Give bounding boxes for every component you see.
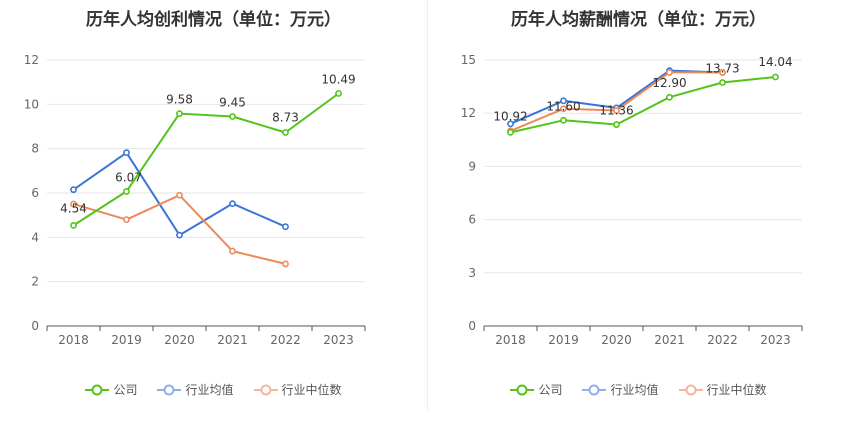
legend-item-company[interactable]: 公司	[85, 381, 137, 398]
data-label: 14.04	[758, 55, 792, 69]
data-point	[560, 105, 567, 113]
y-tick-label: 12	[461, 106, 476, 120]
legend-item-industry-mean[interactable]: 行业均值	[582, 381, 659, 398]
legend-marker-company	[85, 384, 110, 395]
y-tick-label: 0	[468, 319, 476, 333]
legend-label-company: 公司	[538, 383, 563, 397]
legend-item-industry-median[interactable]: 行业中位数	[678, 381, 767, 398]
data-point	[719, 69, 726, 76]
data-point	[507, 128, 514, 136]
x-tick-label: 2021	[217, 333, 248, 347]
data-point	[560, 97, 567, 105]
data-label: 12.90	[652, 76, 686, 90]
data-point	[176, 110, 183, 118]
data-point	[335, 90, 342, 97]
x-tick-label: 2023	[323, 333, 354, 347]
x-tick-label: 2022	[707, 333, 738, 347]
data-point	[176, 231, 183, 239]
y-tick-label: 10	[24, 97, 39, 111]
legend-marker-company	[510, 384, 535, 395]
y-tick-label: 3	[468, 266, 476, 280]
legend-marker-industry-median	[253, 384, 278, 395]
salary-chart-plot: 0 3 6 9 12 15 2018 2019 2020 2021 2022 2023 10.92 11.…	[461, 53, 803, 347]
y-tick-label: 6	[468, 213, 476, 227]
y-tick-label: 4	[31, 230, 39, 244]
x-tick-label: 2020	[164, 333, 195, 347]
data-point	[666, 93, 673, 101]
legend-marker-industry-mean	[157, 384, 182, 395]
data-point	[229, 200, 236, 208]
data-label: 13.73	[705, 62, 739, 76]
x-tick-label: 2018	[58, 333, 89, 347]
data-point	[70, 186, 77, 194]
y-tick-label: 2	[31, 275, 39, 289]
x-tick-label: 2020	[601, 333, 632, 347]
data-point	[282, 129, 289, 136]
y-tick-label: 8	[31, 142, 39, 156]
data-label: 6.07	[115, 170, 142, 184]
data-label: 9.45	[219, 96, 246, 110]
data-label: 11.60	[546, 99, 580, 113]
data-label: 4.54	[60, 201, 87, 215]
x-tick-label: 2018	[495, 333, 526, 347]
legend-marker-industry-median	[678, 384, 703, 395]
data-label: 11.36	[599, 104, 633, 118]
chart-title-salary: 历年人均薪酬情况（单位：万元）	[511, 10, 766, 30]
data-point	[613, 107, 620, 114]
legend-label-industry-mean: 行业均值	[185, 383, 234, 397]
series-line	[72, 92, 340, 227]
data-point	[613, 121, 620, 128]
y-tick-label: 6	[31, 186, 39, 200]
legend-item-industry-mean[interactable]: 行业均值	[157, 381, 234, 398]
salary-chart-legend: 公司 行业均值 行业中位数	[427, 381, 850, 398]
data-point	[70, 221, 77, 229]
legend-item-company[interactable]: 公司	[510, 381, 562, 398]
salary-chart-panel: 历年人均薪酬情况（单位：万元） 0 3 6 9 12 15 2018 2019 2020 2021…	[427, 0, 850, 437]
data-point	[719, 79, 726, 86]
chart-title-profit: 历年人均创利情况（单位：万元）	[86, 10, 341, 30]
x-tick-label: 2019	[111, 333, 142, 347]
profit-chart-plot: 0 2 4 6 8 10 12 2018 2019 2020 2021 2022 2023 4.54 6.0…	[24, 53, 366, 347]
data-point	[123, 149, 130, 157]
profit-chart-panel: 历年人均创利情况（单位：万元） 0 2 4 6 8 10 12 2018 2019 2020 202…	[0, 10, 427, 398]
x-tick-label: 2022	[270, 333, 301, 347]
data-label: 8.73	[272, 110, 299, 124]
x-tick-label: 2021	[654, 333, 685, 347]
data-point	[123, 188, 130, 195]
data-point	[229, 247, 236, 255]
data-point	[282, 223, 289, 231]
legend-item-industry-median[interactable]: 行业中位数	[253, 381, 342, 398]
legend-label-industry-mean: 行业均值	[610, 383, 659, 397]
legend-label-company: 公司	[113, 383, 138, 397]
y-tick-label: 0	[31, 319, 39, 333]
data-point	[229, 113, 236, 120]
y-tick-label: 9	[468, 159, 476, 173]
data-point	[282, 260, 289, 268]
data-point	[772, 73, 779, 81]
x-tick-label: 2023	[760, 333, 791, 347]
panel-divider	[427, 0, 428, 410]
legend-label-industry-median: 行业中位数	[281, 383, 342, 397]
profit-chart-legend: 公司 行业均值 行业中位数	[0, 381, 427, 398]
data-point	[507, 120, 514, 128]
data-point	[666, 69, 673, 76]
data-point	[560, 116, 567, 124]
data-label: 9.58	[166, 93, 193, 107]
data-label: 10.92	[493, 109, 527, 123]
series-line	[510, 76, 776, 134]
data-point	[123, 216, 130, 223]
x-tick-label: 2019	[548, 333, 579, 347]
data-label: 10.49	[321, 72, 355, 86]
legend-label-industry-median: 行业中位数	[706, 383, 767, 397]
y-tick-label: 15	[461, 53, 476, 67]
data-point	[70, 200, 77, 208]
legend-marker-industry-mean	[582, 384, 607, 395]
data-point	[176, 191, 183, 199]
y-tick-label: 12	[24, 53, 39, 67]
